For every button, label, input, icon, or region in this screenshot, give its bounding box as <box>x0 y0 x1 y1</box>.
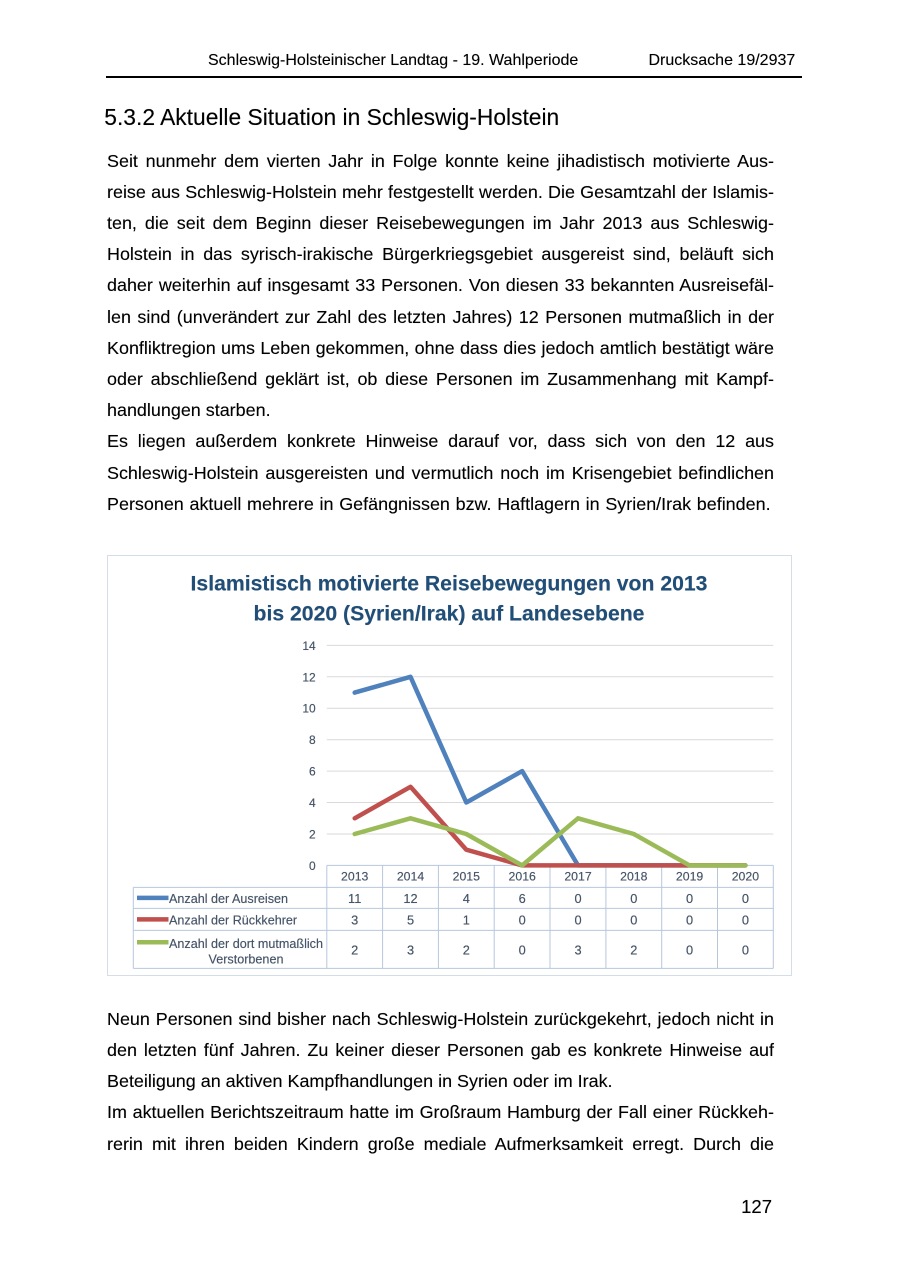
svg-text:0: 0 <box>630 891 637 906</box>
svg-text:2013: 2013 <box>341 870 369 884</box>
svg-text:6: 6 <box>519 891 526 906</box>
svg-text:0: 0 <box>574 912 581 927</box>
svg-text:2015: 2015 <box>453 870 481 884</box>
svg-text:1: 1 <box>463 912 470 927</box>
svg-text:6: 6 <box>309 765 316 779</box>
svg-text:12: 12 <box>302 670 316 684</box>
svg-text:2017: 2017 <box>564 870 592 884</box>
svg-text:Islamistisch motivierte Reiseb: Islamistisch motivierte Reisebewegungen … <box>191 572 708 595</box>
svg-text:14: 14 <box>302 639 316 653</box>
svg-text:2016: 2016 <box>509 870 537 884</box>
svg-text:Verstorbenen: Verstorbenen <box>209 953 284 967</box>
svg-text:12: 12 <box>403 891 417 906</box>
svg-text:4: 4 <box>309 796 316 810</box>
svg-text:10: 10 <box>302 702 316 716</box>
svg-text:2020: 2020 <box>732 870 760 884</box>
svg-text:5: 5 <box>407 912 414 927</box>
svg-text:Anzahl der dort mutmaßlich: Anzahl der dort mutmaßlich <box>169 937 323 951</box>
svg-text:Anzahl der Ausreisen: Anzahl der Ausreisen <box>169 892 288 906</box>
svg-text:2: 2 <box>630 942 637 957</box>
svg-text:2014: 2014 <box>397 870 425 884</box>
svg-text:0: 0 <box>630 912 637 927</box>
svg-text:2: 2 <box>463 942 470 957</box>
svg-text:3: 3 <box>407 942 414 957</box>
svg-text:2: 2 <box>309 827 316 841</box>
svg-text:11: 11 <box>348 891 361 906</box>
svg-text:0: 0 <box>309 859 316 873</box>
svg-text:bis 2020 (Syrien/Irak) auf Lan: bis 2020 (Syrien/Irak) auf Landesebene <box>254 602 645 625</box>
svg-text:0: 0 <box>742 912 749 927</box>
svg-text:4: 4 <box>463 891 470 906</box>
svg-text:0: 0 <box>519 912 526 927</box>
svg-text:0: 0 <box>686 891 693 906</box>
svg-text:0: 0 <box>742 942 749 957</box>
svg-text:3: 3 <box>351 912 358 927</box>
svg-text:0: 0 <box>686 942 693 957</box>
svg-text:0: 0 <box>742 891 749 906</box>
svg-text:2018: 2018 <box>620 870 648 884</box>
svg-text:2019: 2019 <box>676 870 704 884</box>
svg-text:0: 0 <box>686 912 693 927</box>
svg-text:3: 3 <box>574 942 581 957</box>
svg-text:0: 0 <box>519 942 526 957</box>
svg-text:Anzahl der Rückkehrer: Anzahl der Rückkehrer <box>169 913 297 927</box>
svg-text:8: 8 <box>309 733 316 747</box>
svg-text:0: 0 <box>574 891 581 906</box>
svg-text:2: 2 <box>351 942 358 957</box>
